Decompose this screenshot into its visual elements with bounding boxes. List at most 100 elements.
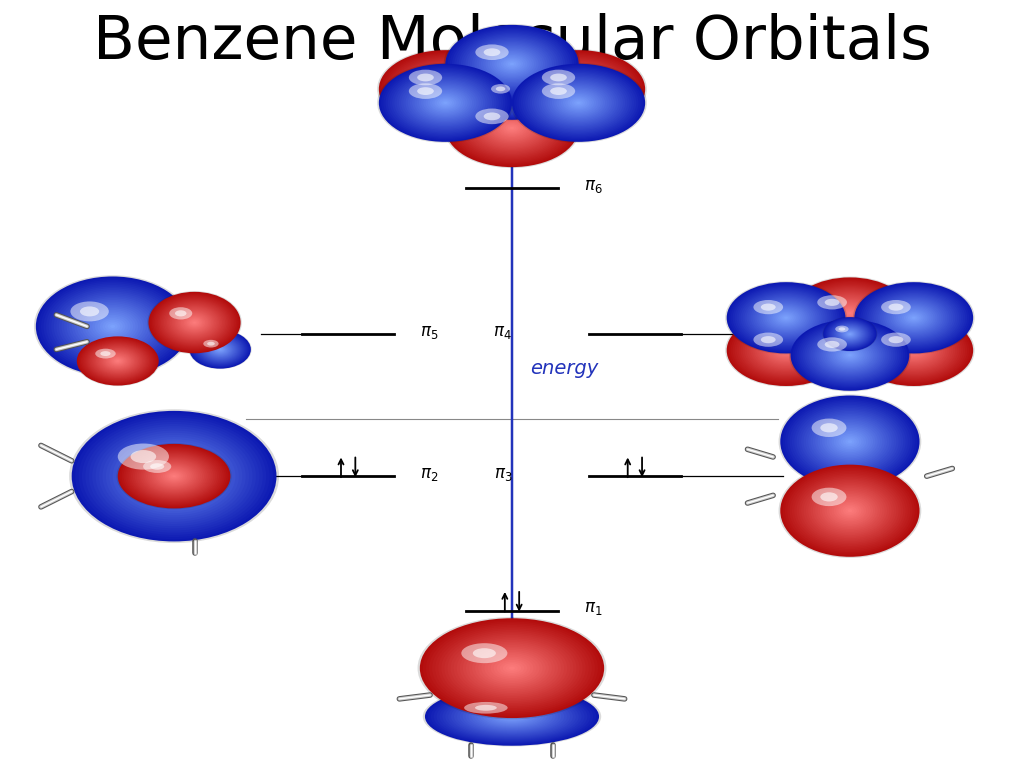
Ellipse shape [571,99,585,107]
Ellipse shape [828,320,871,348]
Ellipse shape [874,326,953,374]
Ellipse shape [398,62,493,117]
Ellipse shape [812,419,847,437]
Ellipse shape [841,435,859,448]
Ellipse shape [146,458,202,494]
Ellipse shape [482,78,542,114]
Ellipse shape [154,295,236,350]
Ellipse shape [569,84,588,94]
Ellipse shape [426,621,598,715]
Ellipse shape [398,75,493,130]
Ellipse shape [778,464,922,558]
Ellipse shape [377,63,514,143]
Ellipse shape [439,85,453,93]
Ellipse shape [805,286,895,340]
Ellipse shape [116,439,232,513]
Ellipse shape [831,323,868,346]
Ellipse shape [461,98,563,158]
Ellipse shape [793,321,907,389]
Ellipse shape [133,452,215,500]
Text: $\pi_{1}$: $\pi_{1}$ [584,599,602,617]
Ellipse shape [888,303,939,333]
Ellipse shape [911,316,915,319]
Ellipse shape [459,33,565,95]
Ellipse shape [845,508,855,514]
Ellipse shape [479,75,545,117]
Ellipse shape [208,342,232,357]
Ellipse shape [860,318,968,382]
Ellipse shape [810,485,890,537]
Ellipse shape [506,665,518,671]
Ellipse shape [810,415,890,468]
Ellipse shape [417,86,474,120]
Ellipse shape [143,460,171,473]
Ellipse shape [569,98,588,108]
Ellipse shape [432,81,459,97]
Ellipse shape [554,88,603,118]
Ellipse shape [466,644,558,693]
Ellipse shape [543,82,614,124]
Ellipse shape [142,458,206,495]
Ellipse shape [768,307,804,329]
Ellipse shape [435,627,589,710]
Ellipse shape [34,275,191,378]
Ellipse shape [463,99,561,157]
Ellipse shape [866,322,962,379]
Ellipse shape [525,71,632,134]
Ellipse shape [774,311,798,325]
Ellipse shape [808,414,892,469]
Ellipse shape [890,336,938,365]
Ellipse shape [870,324,957,376]
Ellipse shape [390,57,501,121]
Ellipse shape [510,63,514,65]
Ellipse shape [100,351,111,356]
Ellipse shape [817,420,883,463]
Ellipse shape [842,350,858,360]
Ellipse shape [496,87,505,91]
Ellipse shape [846,353,854,357]
Ellipse shape [782,316,791,320]
Ellipse shape [470,39,554,88]
Ellipse shape [734,287,838,349]
Ellipse shape [823,317,877,351]
Ellipse shape [432,625,592,711]
Ellipse shape [498,88,526,104]
Ellipse shape [86,342,150,380]
Ellipse shape [565,81,592,97]
Ellipse shape [476,108,548,149]
Ellipse shape [542,83,575,99]
Ellipse shape [188,329,252,369]
Ellipse shape [736,321,836,380]
Ellipse shape [563,80,594,98]
Ellipse shape [203,340,219,348]
Ellipse shape [161,300,228,345]
Ellipse shape [785,399,914,485]
Ellipse shape [71,302,109,322]
Ellipse shape [487,114,537,142]
Ellipse shape [848,354,852,356]
Ellipse shape [537,65,621,114]
Ellipse shape [822,492,878,529]
Ellipse shape [556,76,601,102]
Ellipse shape [826,319,873,349]
Ellipse shape [485,112,539,144]
Ellipse shape [494,658,530,678]
Ellipse shape [131,450,157,463]
Ellipse shape [445,25,579,103]
Ellipse shape [818,294,882,332]
Ellipse shape [443,101,447,104]
Ellipse shape [425,687,599,746]
Ellipse shape [862,287,966,349]
Ellipse shape [140,457,208,495]
Ellipse shape [874,294,953,342]
Ellipse shape [848,312,852,314]
Ellipse shape [463,700,561,733]
Ellipse shape [510,94,514,98]
Ellipse shape [516,53,641,126]
Ellipse shape [436,84,455,94]
Ellipse shape [886,301,941,334]
Ellipse shape [799,477,901,545]
Ellipse shape [762,303,810,332]
Ellipse shape [480,706,544,727]
Ellipse shape [155,296,234,349]
